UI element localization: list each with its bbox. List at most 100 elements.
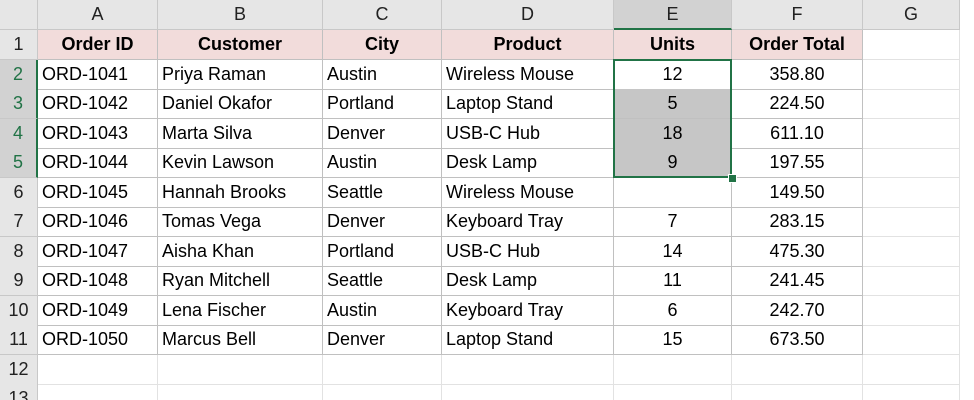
table-cell[interactable]: 673.50	[732, 325, 863, 355]
table-cell[interactable]: Hannah Brooks	[158, 177, 323, 208]
table-cell[interactable]: Austin	[323, 295, 442, 326]
column-header[interactable]: B	[158, 0, 323, 30]
table-cell[interactable]: 197.55	[732, 148, 863, 178]
select-all[interactable]	[0, 0, 38, 30]
grid-cell[interactable]	[38, 354, 158, 385]
grid-cell[interactable]	[863, 325, 960, 355]
table-cell[interactable]: 15	[614, 325, 732, 355]
table-cell[interactable]: 149.50	[732, 177, 863, 208]
grid-cell[interactable]	[323, 384, 442, 400]
table-cell[interactable]: 9	[614, 148, 732, 178]
row-header[interactable]: 8	[0, 236, 38, 267]
fill-handle[interactable]	[728, 173, 737, 183]
column-header[interactable]: F	[732, 0, 863, 30]
column-header[interactable]: A	[38, 0, 158, 30]
table-cell[interactable]: Lena Fischer	[158, 295, 323, 326]
table-cell[interactable]: Seattle	[323, 177, 442, 208]
table-cell[interactable]: ORD-1041	[38, 59, 158, 90]
header-cell[interactable]: Order ID	[38, 30, 158, 60]
table-cell[interactable]: 14	[614, 236, 732, 267]
table-cell[interactable]: 7	[614, 207, 732, 237]
header-cell[interactable]: City	[323, 30, 442, 60]
table-cell[interactable]: ORD-1048	[38, 266, 158, 296]
grid-cell[interactable]	[863, 295, 960, 326]
table-cell[interactable]: 241.45	[732, 266, 863, 296]
grid-cell[interactable]	[442, 384, 614, 400]
table-cell[interactable]: Daniel Okafor	[158, 89, 323, 119]
table-cell[interactable]: ORD-1045	[38, 177, 158, 208]
table-cell[interactable]: ORD-1047	[38, 236, 158, 267]
grid-cell[interactable]	[863, 59, 960, 90]
row-header[interactable]: 13	[0, 384, 38, 400]
row-header[interactable]: 11	[0, 325, 38, 355]
header-cell[interactable]: Units	[614, 30, 732, 60]
column-header[interactable]: E	[614, 0, 732, 30]
row-header[interactable]: 9	[0, 266, 38, 296]
grid-cell[interactable]	[863, 118, 960, 149]
grid-cell[interactable]	[863, 266, 960, 296]
table-cell[interactable]: ORD-1049	[38, 295, 158, 326]
table-cell[interactable]: Keyboard Tray	[442, 295, 614, 326]
table-cell[interactable]: 6	[614, 295, 732, 326]
grid-cell[interactable]	[732, 354, 863, 385]
header-cell[interactable]: Order Total	[732, 30, 863, 60]
grid-cell[interactable]	[158, 354, 323, 385]
row-header[interactable]: 1	[0, 30, 38, 60]
table-cell[interactable]: Wireless Mouse	[442, 59, 614, 90]
table-cell[interactable]: 242.70	[732, 295, 863, 326]
column-header[interactable]: G	[863, 0, 960, 30]
table-cell[interactable]: 5	[614, 89, 732, 119]
table-cell[interactable]: Austin	[323, 148, 442, 178]
grid-cell[interactable]	[614, 384, 732, 400]
table-cell[interactable]: 11	[614, 266, 732, 296]
grid-cell[interactable]	[732, 384, 863, 400]
row-header[interactable]: 5	[0, 148, 38, 178]
grid-cell[interactable]	[863, 354, 960, 385]
table-cell[interactable]: Priya Raman	[158, 59, 323, 90]
row-header[interactable]: 3	[0, 89, 38, 119]
table-cell[interactable]: Tomas Vega	[158, 207, 323, 237]
table-cell[interactable]	[614, 177, 732, 208]
table-cell[interactable]: ORD-1050	[38, 325, 158, 355]
table-cell[interactable]: Marta Silva	[158, 118, 323, 149]
row-header[interactable]: 10	[0, 295, 38, 326]
table-cell[interactable]: ORD-1044	[38, 148, 158, 178]
grid-cell[interactable]	[863, 148, 960, 178]
row-header[interactable]: 2	[0, 59, 38, 90]
table-cell[interactable]: ORD-1042	[38, 89, 158, 119]
table-cell[interactable]: Laptop Stand	[442, 325, 614, 355]
header-cell[interactable]: Customer	[158, 30, 323, 60]
table-cell[interactable]: Desk Lamp	[442, 266, 614, 296]
table-cell[interactable]: 12	[614, 59, 732, 90]
table-cell[interactable]: Portland	[323, 89, 442, 119]
table-cell[interactable]: 224.50	[732, 89, 863, 119]
table-cell[interactable]: Laptop Stand	[442, 89, 614, 119]
table-cell[interactable]: Desk Lamp	[442, 148, 614, 178]
row-header[interactable]: 4	[0, 118, 38, 149]
table-cell[interactable]: Austin	[323, 59, 442, 90]
grid-cell[interactable]	[863, 207, 960, 237]
column-header[interactable]: C	[323, 0, 442, 30]
table-cell[interactable]: Wireless Mouse	[442, 177, 614, 208]
table-cell[interactable]: Portland	[323, 236, 442, 267]
table-cell[interactable]: Seattle	[323, 266, 442, 296]
table-cell[interactable]: Aisha Khan	[158, 236, 323, 267]
table-cell[interactable]: ORD-1046	[38, 207, 158, 237]
row-header[interactable]: 12	[0, 354, 38, 385]
grid-cell[interactable]	[863, 384, 960, 400]
table-cell[interactable]: Keyboard Tray	[442, 207, 614, 237]
header-cell[interactable]: Product	[442, 30, 614, 60]
table-cell[interactable]: 358.80	[732, 59, 863, 90]
row-header[interactable]: 7	[0, 207, 38, 237]
table-cell[interactable]: USB-C Hub	[442, 118, 614, 149]
table-cell[interactable]: Denver	[323, 118, 442, 149]
table-cell[interactable]: USB-C Hub	[442, 236, 614, 267]
grid-cell[interactable]	[38, 384, 158, 400]
table-cell[interactable]: ORD-1043	[38, 118, 158, 149]
row-header[interactable]: 6	[0, 177, 38, 208]
grid-cell[interactable]	[863, 236, 960, 267]
grid-cell[interactable]	[863, 89, 960, 119]
grid-cell[interactable]	[614, 354, 732, 385]
table-cell[interactable]: 611.10	[732, 118, 863, 149]
grid-cell[interactable]	[863, 177, 960, 208]
